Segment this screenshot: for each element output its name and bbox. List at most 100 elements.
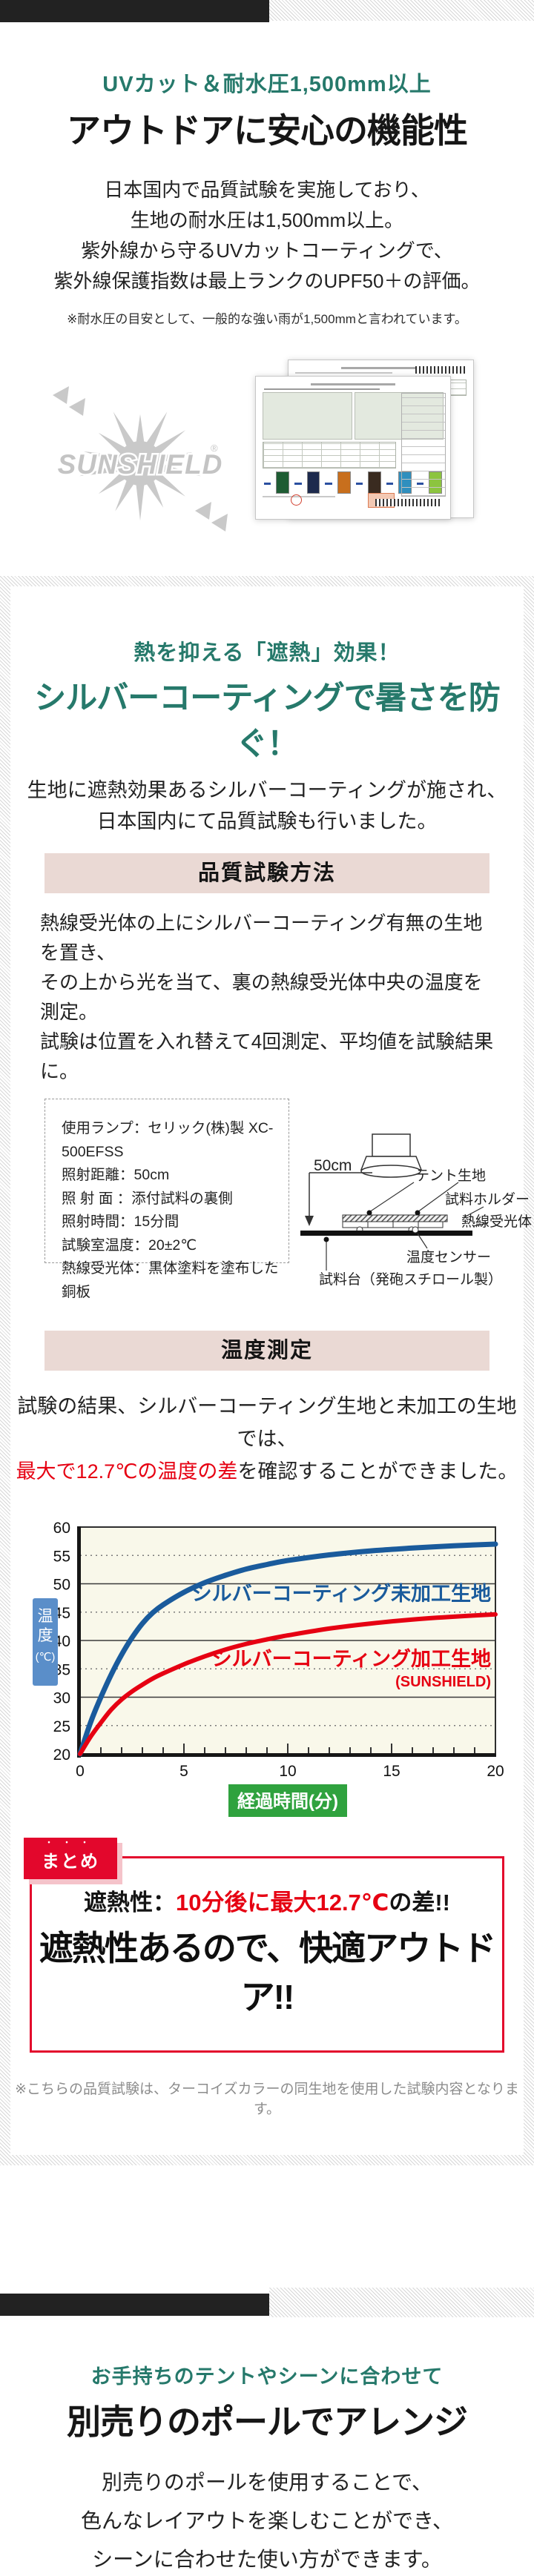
heat-body: 生地に遮熱効果あるシルバーコーティングが施され、 日本国内にて品質試験も行いまし… [10, 775, 524, 837]
method-header-bar: 品質試験方法 [44, 853, 490, 893]
y-axis-label: 度 [38, 1627, 53, 1644]
legend-uncoated: シルバーコーティング未加工生地 [192, 1582, 491, 1605]
y-tick-label: 55 [53, 1548, 70, 1565]
spec-line: 照射距離：50cm [62, 1167, 170, 1183]
distance-arrow [309, 1172, 372, 1222]
text-line [264, 388, 380, 390]
summary-line2: 遮熱性あるので、快適アウトドア!! [39, 1929, 496, 2016]
y-tick-label: 20 [53, 1746, 70, 1764]
turquoise-note: ※こちらの品質試験は、ターコイズカラーの同生地を使用した試験内容となります。 [15, 2082, 519, 2117]
pole-body: 別売りのポールを使用することで、 色んなレイアウトを楽しむことができ、 シーンに… [0, 2463, 534, 2576]
series-line-coated [78, 1612, 498, 1756]
y-axis-label: 温 [38, 1608, 53, 1625]
lamp-icon [360, 1133, 423, 1178]
heat-body-line: 日本国内にて品質試験も行いました。 [96, 810, 438, 832]
mid-divider-black-bar [0, 2294, 269, 2316]
result-line2: 最大で12.7℃の温度の差を確認することができました。 [10, 1455, 524, 1488]
y-tick-label: 60 [53, 1520, 70, 1537]
text-line [295, 372, 393, 374]
sensor-label: 温度センサー [406, 1249, 491, 1265]
fabric-strip [342, 1214, 448, 1222]
summary-line1-highlight: 10分後に最大12.7℃ [175, 1890, 389, 1916]
x-tick-label: 20 [487, 1763, 504, 1780]
pole-body-line: シーンに合わせた使い方ができます。 [92, 2548, 442, 2571]
result-line1: 試験の結果、シルバーコーティング生地と未加工の生地では、 [17, 1395, 517, 1450]
result-highlight: 最大で12.7℃の温度の差 [16, 1460, 238, 1483]
uv-note: ※耐水圧の目安として、一般的な強い雨が1,500mmと言われています。 [67, 312, 467, 326]
test-setup-area: 使用ランプ：セリック(株)製 XC-500EFSS 照射距離：50cm 照 射 … [22, 1095, 532, 1302]
pole-title: 別売りのポールでアレンジ [67, 2403, 468, 2441]
leader-lines [326, 1182, 489, 1271]
heat-card: 熱を抑える「遮熱」効果！ シルバーコーティングで暑さを防ぐ！ 生地に遮熱効果ある… [10, 586, 532, 2155]
x-axis-label: 経過時間(分) [237, 1791, 338, 1812]
uv-body: 日本国内で品質試験を実施しており、 生地の耐水圧は1,500mm以上。 紫外線か… [0, 175, 534, 297]
uv-body-line: 日本国内で品質試験を実施しており、 [104, 179, 430, 201]
holder-label: 試料ホルダー [445, 1191, 530, 1208]
registered-mark: ® [211, 443, 218, 454]
series-line-uncoated [77, 1541, 498, 1757]
uv-body-line: 生地の耐水圧は1,500mm以上。 [130, 209, 404, 231]
mid-divider [0, 2288, 534, 2317]
top-divider-hatch [269, 0, 534, 21]
summary-tab: ・・・ まとめ [24, 1838, 117, 1879]
section-uv-function: UVカット＆耐水圧1,500mm以上 アウトドアに安心の機能性 日本国内で品質試… [0, 22, 534, 576]
swatch-label [325, 483, 332, 485]
y-axis-label: (℃) [36, 1651, 56, 1663]
certificate-side-table [401, 393, 446, 497]
top-divider [0, 0, 534, 22]
arrowhead [305, 1216, 314, 1226]
color-swatch [337, 471, 351, 494]
certificate-footer [263, 493, 444, 508]
method-body: 熱線受光体の上にシルバーコーティング有無の生地を置き、 その上から光を当て、裏の… [40, 908, 494, 1086]
sample-stand-bar [300, 1231, 472, 1236]
sunshield-logo: SUNSHIELD ® [53, 386, 228, 532]
mid-divider-hatch [269, 2288, 534, 2317]
red-stamp-icon [291, 494, 302, 506]
spec-line: 照射時間：15分間 [62, 1213, 179, 1230]
summary-line1: 遮熱性：10分後に最大12.7℃の差!! [38, 1884, 496, 1917]
pole-body-line: 色んなレイアウトを楽しむことができ、 [80, 2509, 454, 2532]
spec-line: 試験室温度：20±2℃ [62, 1236, 197, 1254]
fabric-label: テント生地 [415, 1168, 486, 1184]
text-line [340, 367, 421, 369]
white-gap [0, 2165, 534, 2288]
section-pole-arrange: お手持ちのテントやシーンに合わせて 別売りのポールでアレンジ 別売りのポールを使… [0, 2317, 534, 2576]
arrow-decoration-bottomright [195, 502, 228, 532]
distance-label: 50cm [314, 1157, 352, 1174]
spec-line: 照 射 面 ：添付試料の裏側 [62, 1190, 233, 1207]
uv-body-line: 紫外線から守るUVカットコーティングで、 [81, 239, 453, 262]
y-tick-label: 50 [53, 1577, 70, 1594]
heat-subtitle: 熱を抑える「遮熱」効果！ [134, 641, 400, 665]
sunshield-logo-text: SUNSHIELD [58, 449, 223, 480]
uv-graphics-row: SUNSHIELD ® [0, 354, 534, 576]
swatch-label [264, 483, 271, 485]
heat-title: シルバーコーティングで暑さを防ぐ！ [34, 681, 500, 762]
x-axis-label-box [228, 1784, 347, 1817]
legend-coated-sub: (SUNSHIELD) [395, 1674, 491, 1690]
method-body-line: その上から光を当て、裏の熱線受光体中央の温度を測定。 [40, 971, 483, 1023]
x-tick-label: 0 [76, 1763, 85, 1780]
color-swatch [306, 471, 320, 494]
swatch-label [386, 483, 394, 485]
stand-label: 試料台（発砲スチロール製） [319, 1271, 502, 1288]
temperature-chart: 20 25 30 35 40 45 50 55 60 0 5 10 15 20 シルバーコーティング未加工生… [10, 1509, 524, 1831]
arrow-decoration-topleft [53, 386, 85, 416]
summary-tab-dots: ・・・ [45, 1839, 99, 1847]
color-swatch [367, 471, 381, 494]
uv-title: アウトドアに安心の機能性 [67, 111, 468, 150]
x-tick-label: 15 [383, 1763, 400, 1780]
summary-box: ・・・ まとめ 遮熱性：10分後に最大12.7℃の差!! 遮熱性あるので、快適ア… [24, 1838, 504, 2053]
x-tick-label: 10 [279, 1763, 296, 1780]
result-table-grid [263, 442, 396, 468]
spec-line: 熱線受光体：黒体塗料を塗布した銅板 [62, 1260, 279, 1300]
sun-core [118, 441, 162, 486]
summary-tab-label: まとめ [42, 1852, 99, 1872]
result-post: を確認することができました。 [237, 1460, 518, 1483]
test-certificate-front [255, 376, 451, 520]
y-tick-label: 25 [53, 1718, 70, 1735]
uv-subtitle: UVカット＆耐水圧1,500mm以上 [102, 73, 432, 96]
summary-line1-post: の差!! [389, 1890, 450, 1916]
result-text: 試験の結果、シルバーコーティング生地と未加工の生地では、 最大で12.7℃の温度… [10, 1390, 524, 1488]
